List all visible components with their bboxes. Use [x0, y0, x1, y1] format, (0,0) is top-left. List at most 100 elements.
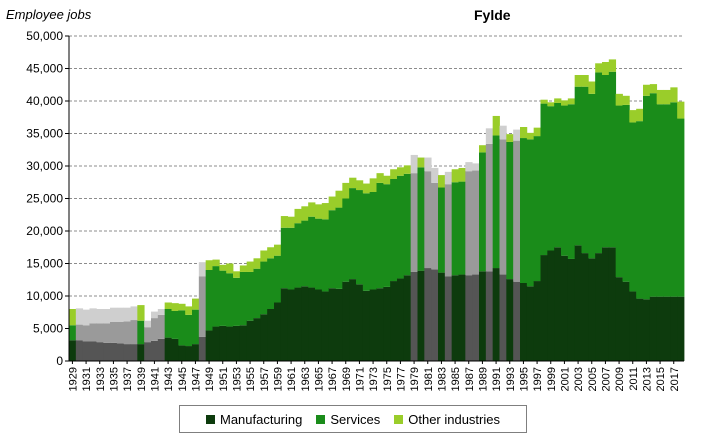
bar-segment-manufacturing-1955 — [246, 320, 254, 361]
bar-segment-other-industries-2002 — [567, 98, 576, 105]
bar-segment-services-2000 — [554, 102, 562, 248]
bar-segment-services-2001 — [561, 105, 569, 256]
bar-segment-manufacturing-2003 — [574, 245, 582, 361]
bar-segment-other-industries-1961 — [287, 216, 295, 228]
x-tick-label: 1985 — [450, 367, 462, 391]
x-tick-label: 1949 — [204, 367, 216, 391]
bar-segment-manufacturing-1942 — [157, 338, 166, 361]
bar-segment-manufacturing-1982 — [431, 269, 439, 361]
x-tick-label: 1961 — [286, 367, 298, 391]
bar-segment-services-1996 — [526, 139, 535, 287]
bar-segment-manufacturing-1937 — [123, 344, 131, 361]
bar-segment-other-industries-1949 — [205, 260, 213, 270]
bar-segment-other-industries-1933 — [96, 309, 104, 324]
x-tick-label: 1943 — [163, 367, 175, 391]
bar-segment-services-2017 — [670, 102, 678, 297]
x-tick-label: 1929 — [67, 367, 79, 391]
bar-segment-services-1976 — [390, 179, 398, 282]
bar-segment-other-industries-2003 — [574, 75, 582, 87]
x-tick-label: 1989 — [477, 367, 489, 391]
bar-segment-services-1969 — [342, 198, 350, 282]
bar-segment-manufacturing-2009 — [615, 277, 623, 361]
bar-segment-services-1978 — [403, 173, 412, 276]
bar-segment-services-1933 — [96, 323, 104, 343]
bar-segment-services-2018 — [677, 118, 685, 297]
bar-segment-services-1960 — [280, 227, 289, 289]
bar-segment-manufacturing-1967 — [328, 288, 336, 361]
bar-segment-other-industries-1991 — [492, 115, 500, 136]
bar-segment-other-industries-1985 — [451, 169, 459, 183]
x-tick-label: 2017 — [669, 367, 681, 391]
bar-segment-services-1971 — [356, 190, 364, 285]
bar-segment-services-1989 — [479, 152, 487, 272]
y-tick-label: 5,000 — [33, 322, 63, 336]
y-tick-label: 0 — [56, 354, 63, 368]
bar-segment-manufacturing-1958 — [267, 309, 275, 361]
bar-segment-manufacturing-1962 — [294, 287, 302, 361]
bar-segment-other-industries-1937 — [123, 307, 131, 322]
bar-segment-other-industries-2018 — [677, 101, 685, 119]
bar-segment-manufacturing-1952 — [226, 326, 234, 361]
bar-segment-manufacturing-1978 — [403, 275, 412, 361]
bar-segment-services-1947 — [192, 309, 200, 345]
bar-segment-services-2015 — [656, 104, 664, 297]
x-tick-labels: 1929 1931 1933 1935 1937 1939 1941 1943 1945 1947… — [67, 367, 680, 391]
legend-item-other-industries: Other industries — [394, 412, 500, 427]
bar-segment-services-1958 — [267, 258, 275, 309]
bar-segment-other-industries-1974 — [376, 173, 384, 183]
bar-segment-manufacturing-2000 — [554, 247, 562, 361]
bar-segment-services-1963 — [301, 220, 309, 287]
bar-segment-manufacturing-1973 — [369, 289, 377, 361]
bar-segment-services-1929 — [69, 325, 77, 341]
bar-segment-other-industries-1947 — [192, 298, 200, 310]
bar-segment-other-industries-2014 — [649, 84, 658, 94]
bar-segment-services-1952 — [226, 273, 234, 327]
bar-segment-other-industries-2010 — [622, 95, 630, 105]
bar-segment-services-1973 — [369, 192, 377, 290]
x-tick-label: 1993 — [505, 367, 517, 391]
bar-segment-services-1994 — [513, 140, 521, 282]
x-tick-label: 1947 — [190, 367, 202, 391]
bar-segment-other-industries-1956 — [253, 258, 261, 269]
bar-segment-manufacturing-1949 — [205, 330, 213, 361]
bar-segment-services-1964 — [308, 216, 316, 288]
axes — [65, 35, 684, 364]
bar-segment-services-2016 — [663, 104, 671, 297]
bar-segment-other-industries-1955 — [246, 261, 254, 272]
bar-segment-services-1938 — [130, 320, 138, 345]
bar-segment-other-industries-2012 — [636, 108, 644, 122]
bar-segment-services-1954 — [239, 271, 248, 326]
bar-segment-other-industries-2013 — [643, 84, 651, 96]
bar-segment-other-industries-1980 — [417, 157, 425, 168]
y-tick-label: 20,000 — [26, 224, 63, 238]
x-tick-label: 1995 — [518, 367, 530, 391]
bar-segment-other-industries-1990 — [485, 128, 494, 144]
bar-segment-services-1950 — [212, 266, 220, 327]
x-tick-label: 1937 — [122, 367, 134, 391]
x-tick-label: 2011 — [628, 367, 640, 391]
bar-segment-manufacturing-1931 — [82, 341, 90, 361]
bar-segment-other-industries-1995 — [520, 127, 528, 139]
bar-segment-services-1984 — [444, 184, 453, 277]
bar-segment-services-1992 — [499, 139, 507, 275]
bar-segment-services-1990 — [485, 143, 494, 272]
bar-segment-manufacturing-1966 — [321, 291, 330, 361]
bar-segment-services-1959 — [274, 255, 282, 303]
bar-segment-manufacturing-1972 — [362, 290, 371, 361]
bar-segment-other-industries-1966 — [321, 203, 330, 220]
bar-segment-manufacturing-1970 — [349, 279, 357, 361]
bar-segment-manufacturing-2001 — [561, 255, 569, 361]
bar-segment-other-industries-2017 — [670, 87, 678, 103]
x-tick-label: 1981 — [423, 367, 435, 391]
bar-segment-other-industries-2016 — [663, 89, 671, 105]
bar-segment-manufacturing-2004 — [581, 253, 589, 361]
bar-segment-services-2014 — [649, 93, 658, 297]
x-tick-label: 2003 — [573, 367, 585, 391]
x-tick-label: 1979 — [409, 367, 421, 391]
bar-segment-other-industries-1941 — [151, 311, 159, 319]
bar-segment-other-industries-1969 — [342, 182, 350, 199]
bar-segment-manufacturing-1995 — [520, 283, 528, 361]
x-tick-label: 1975 — [382, 367, 394, 391]
bar-segment-manufacturing-1984 — [444, 276, 453, 361]
bar-segment-other-industries-1958 — [267, 247, 275, 259]
